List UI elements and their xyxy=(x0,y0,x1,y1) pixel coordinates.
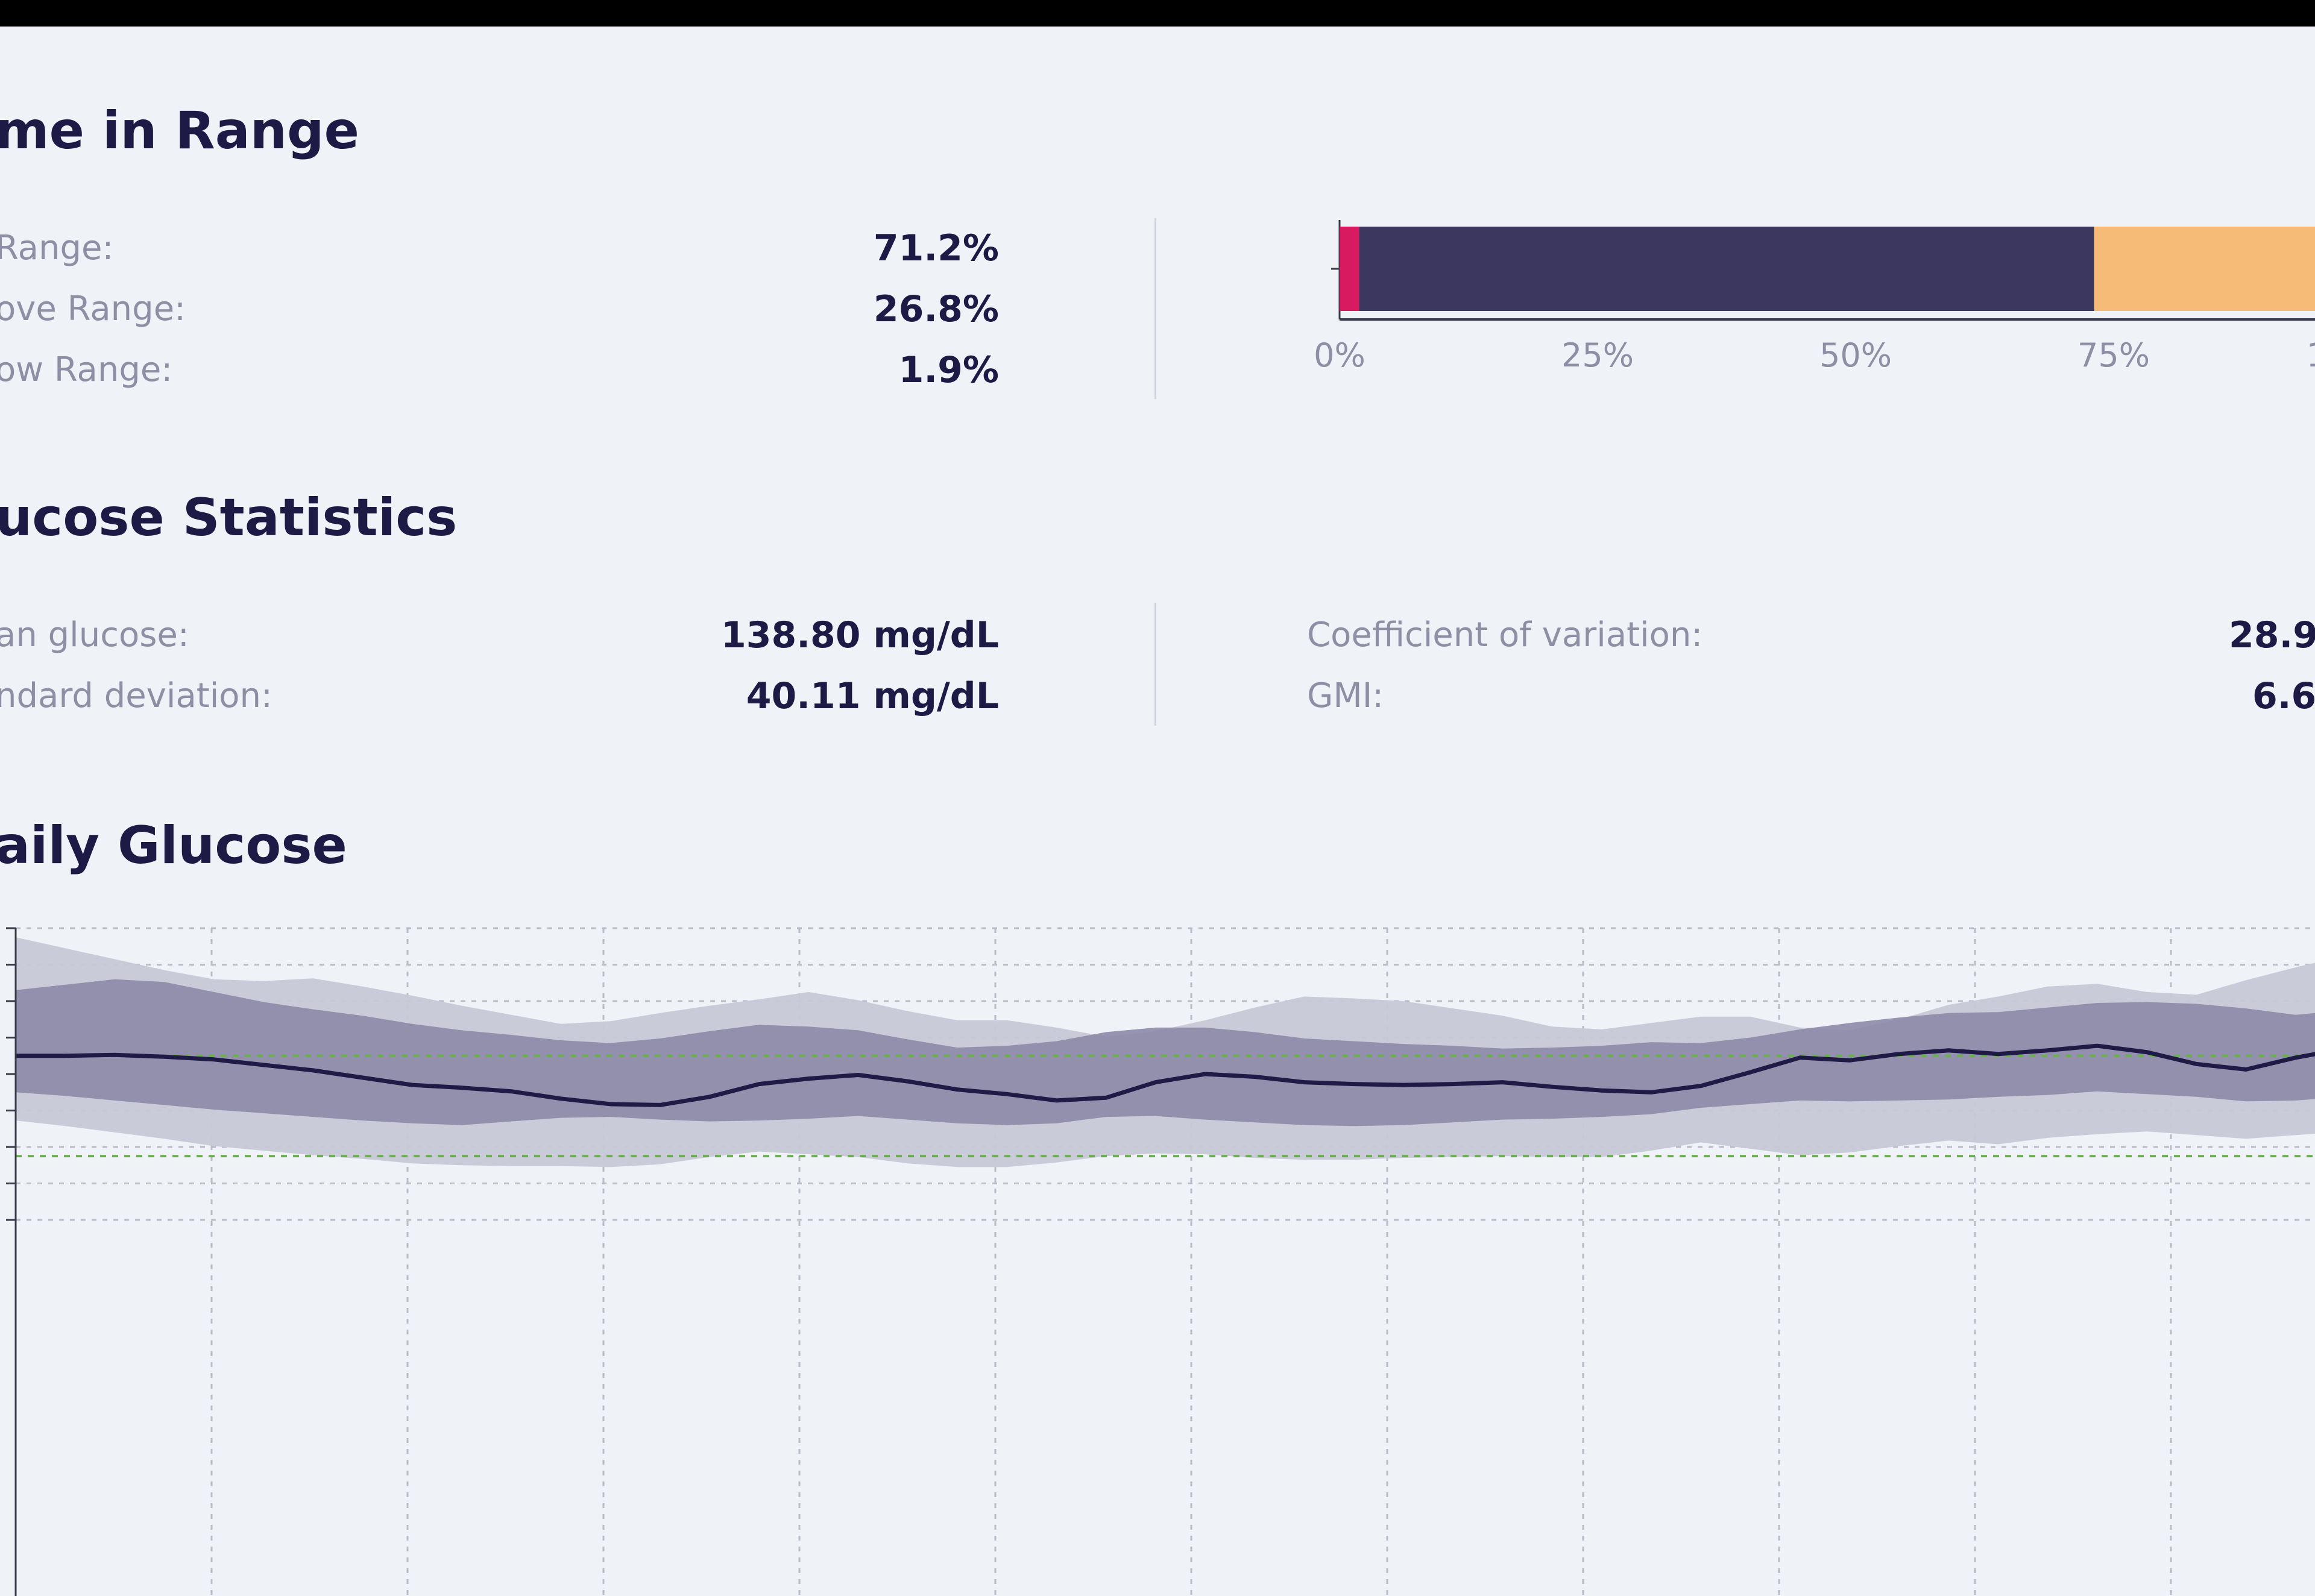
above-range-value: 26.8% xyxy=(873,288,999,330)
coefficient-of-variation-value: 28.9( xyxy=(2229,614,2315,656)
time-in-range-title: me in Range xyxy=(0,101,359,161)
below-range-value: 1.9% xyxy=(898,349,999,391)
gmi-label: GMI: xyxy=(1307,676,1384,715)
bar-segment-below xyxy=(1340,227,1359,311)
standard-deviation-value: 40.11 mg/dL xyxy=(746,675,999,717)
bar-tick-50: 50% xyxy=(1819,336,1892,374)
bar-tick-25: 25% xyxy=(1561,336,1634,374)
mean-glucose-label: an glucose: xyxy=(0,615,189,655)
bar-tick-0: 0% xyxy=(1314,336,1365,374)
time-in-range-divider xyxy=(1154,218,1156,399)
bar-tick-75: 75% xyxy=(2077,336,2150,374)
median-glucose-line xyxy=(16,1043,2315,1107)
daily-glucose-chart xyxy=(6,927,2315,1596)
time-in-range-bar-chart: 0% 25% 50% 75% 10 xyxy=(1314,220,2315,374)
above-range-label: ove Range: xyxy=(0,289,186,328)
mean-glucose-value: 138.80 mg/dL xyxy=(721,614,999,656)
in-range-value: 71.2% xyxy=(873,227,999,269)
gmi-value: 6.6: xyxy=(2252,675,2315,717)
glucose-statistics-divider xyxy=(1154,603,1156,726)
bar-segment-above xyxy=(2094,227,2315,311)
daily-glucose-title: aily Glucose xyxy=(0,815,347,876)
coefficient-of-variation-label: Coefficient of variation: xyxy=(1307,615,1703,655)
below-range-label: ow Range: xyxy=(0,350,173,389)
inner-percentile-band xyxy=(16,979,2315,1126)
bar-segment-in-range xyxy=(1359,227,2094,311)
in-range-label: Range: xyxy=(0,228,114,268)
window-top-bar xyxy=(0,0,2315,27)
standard-deviation-label: ndard deviation: xyxy=(0,676,272,715)
bar-tick-100: 10 xyxy=(2307,336,2315,374)
glucose-statistics-title: ucose Statistics xyxy=(0,488,458,548)
